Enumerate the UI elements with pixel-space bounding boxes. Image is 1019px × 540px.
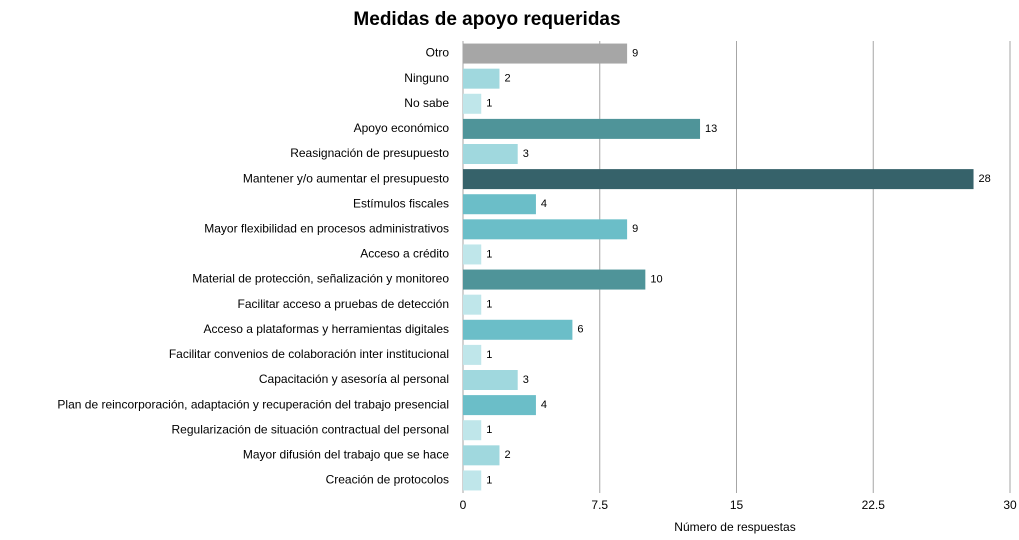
y-tick-label: Capacitación y asesoría al personal [259, 372, 449, 386]
y-tick-label: Mayor flexibilidad en procesos administr… [204, 222, 449, 236]
y-tick-label: Regularización de situación contractual … [172, 422, 450, 436]
data-label: 3 [523, 148, 529, 160]
y-tick-label: Material de protección, señalización y m… [192, 272, 449, 286]
x-axis-label: Número de respuestas [674, 520, 795, 534]
bar [463, 269, 646, 290]
data-label: 4 [541, 399, 547, 411]
bar [463, 219, 628, 240]
y-tick-label: Plan de reincorporación, adaptación y re… [57, 397, 449, 411]
y-tick-label: Estímulos fiscales [353, 196, 449, 210]
bar [463, 194, 536, 215]
bar [463, 319, 573, 340]
data-label: 10 [650, 273, 662, 285]
y-tick-label: Creación de protocolos [326, 473, 449, 487]
data-label: 9 [632, 223, 638, 235]
y-tick-label: Acceso a crédito [360, 247, 449, 261]
bar [463, 93, 482, 114]
x-tick-label: 7.5 [591, 498, 608, 512]
bar [463, 395, 536, 416]
y-tick-label: Facilitar convenios de colaboración inte… [169, 347, 449, 361]
data-label: 4 [541, 198, 547, 210]
x-tick-label: 30 [1003, 498, 1017, 512]
bar [463, 294, 482, 315]
bar [463, 445, 500, 466]
data-label: 1 [486, 474, 492, 486]
data-label: 3 [523, 374, 529, 386]
y-tick-label: Ninguno [404, 71, 449, 85]
data-label: 6 [577, 324, 583, 336]
bar [463, 118, 701, 139]
y-tick-label: Reasignación de presupuesto [290, 146, 449, 160]
bar [463, 144, 518, 164]
x-tick-label: 0 [460, 498, 467, 512]
bar [463, 68, 500, 89]
bar [463, 470, 482, 491]
x-tick-label: 15 [730, 498, 744, 512]
bar [463, 43, 628, 64]
data-label: 13 [705, 123, 717, 135]
data-label: 1 [486, 248, 492, 260]
bar [463, 344, 482, 365]
bar [463, 370, 518, 390]
bar [463, 169, 974, 190]
x-tick-label: 22.5 [862, 498, 886, 512]
data-label: 1 [486, 98, 492, 110]
bar [463, 420, 482, 441]
data-label: 9 [632, 47, 638, 59]
data-label: 2 [504, 73, 510, 85]
data-label: 2 [504, 449, 510, 461]
y-tick-label: Mantener y/o aumentar el presupuesto [243, 171, 449, 185]
bar [463, 244, 482, 265]
chart-title: Medidas de apoyo requeridas [353, 9, 620, 30]
y-tick-label: Acceso a plataformas y herramientas digi… [204, 322, 449, 336]
y-tick-label: Otro [426, 46, 450, 60]
data-label: 1 [486, 424, 492, 436]
y-tick-label: Mayor difusión del trabajo que se hace [243, 448, 449, 462]
data-label: 28 [979, 173, 991, 185]
data-label: 1 [486, 299, 492, 311]
y-tick-label: No sabe [404, 96, 449, 110]
y-tick-label: Apoyo económico [354, 121, 450, 135]
data-label: 1 [486, 349, 492, 361]
y-tick-label: Facilitar acceso a pruebas de detección [238, 297, 449, 311]
